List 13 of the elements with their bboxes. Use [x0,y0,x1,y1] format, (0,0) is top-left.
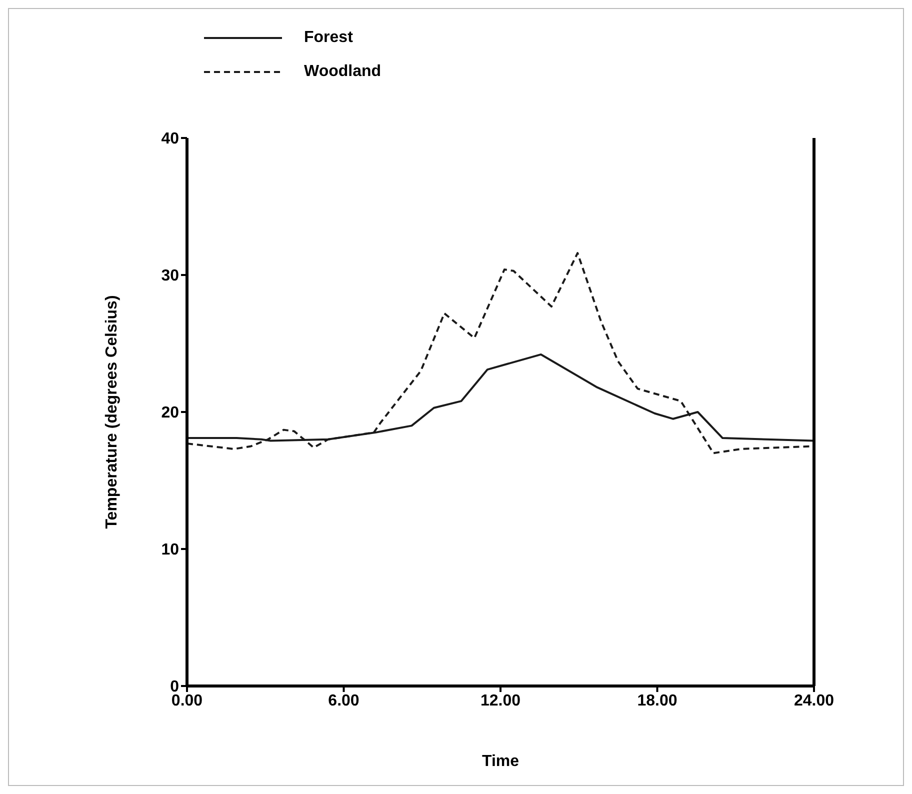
y-tick-label: 40 [161,130,180,148]
x-tick-label: 12.00 [480,692,521,710]
x-tick-label: 24.00 [794,692,834,710]
y-tick-label: 30 [161,268,180,285]
x-tick-label: 6.00 [328,692,360,710]
x-tick-label: 0.00 [171,692,203,710]
y-tick-label: 20 [161,404,180,422]
legend-label: Forest [304,29,353,47]
x-axis-title: Time [482,753,520,770]
legend-label: Woodland [304,63,382,81]
y-tick-label: 10 [161,542,180,559]
x-tick-label: 18.00 [637,692,678,710]
y-axis-title: Temperature (degrees Celsius) [104,295,121,529]
